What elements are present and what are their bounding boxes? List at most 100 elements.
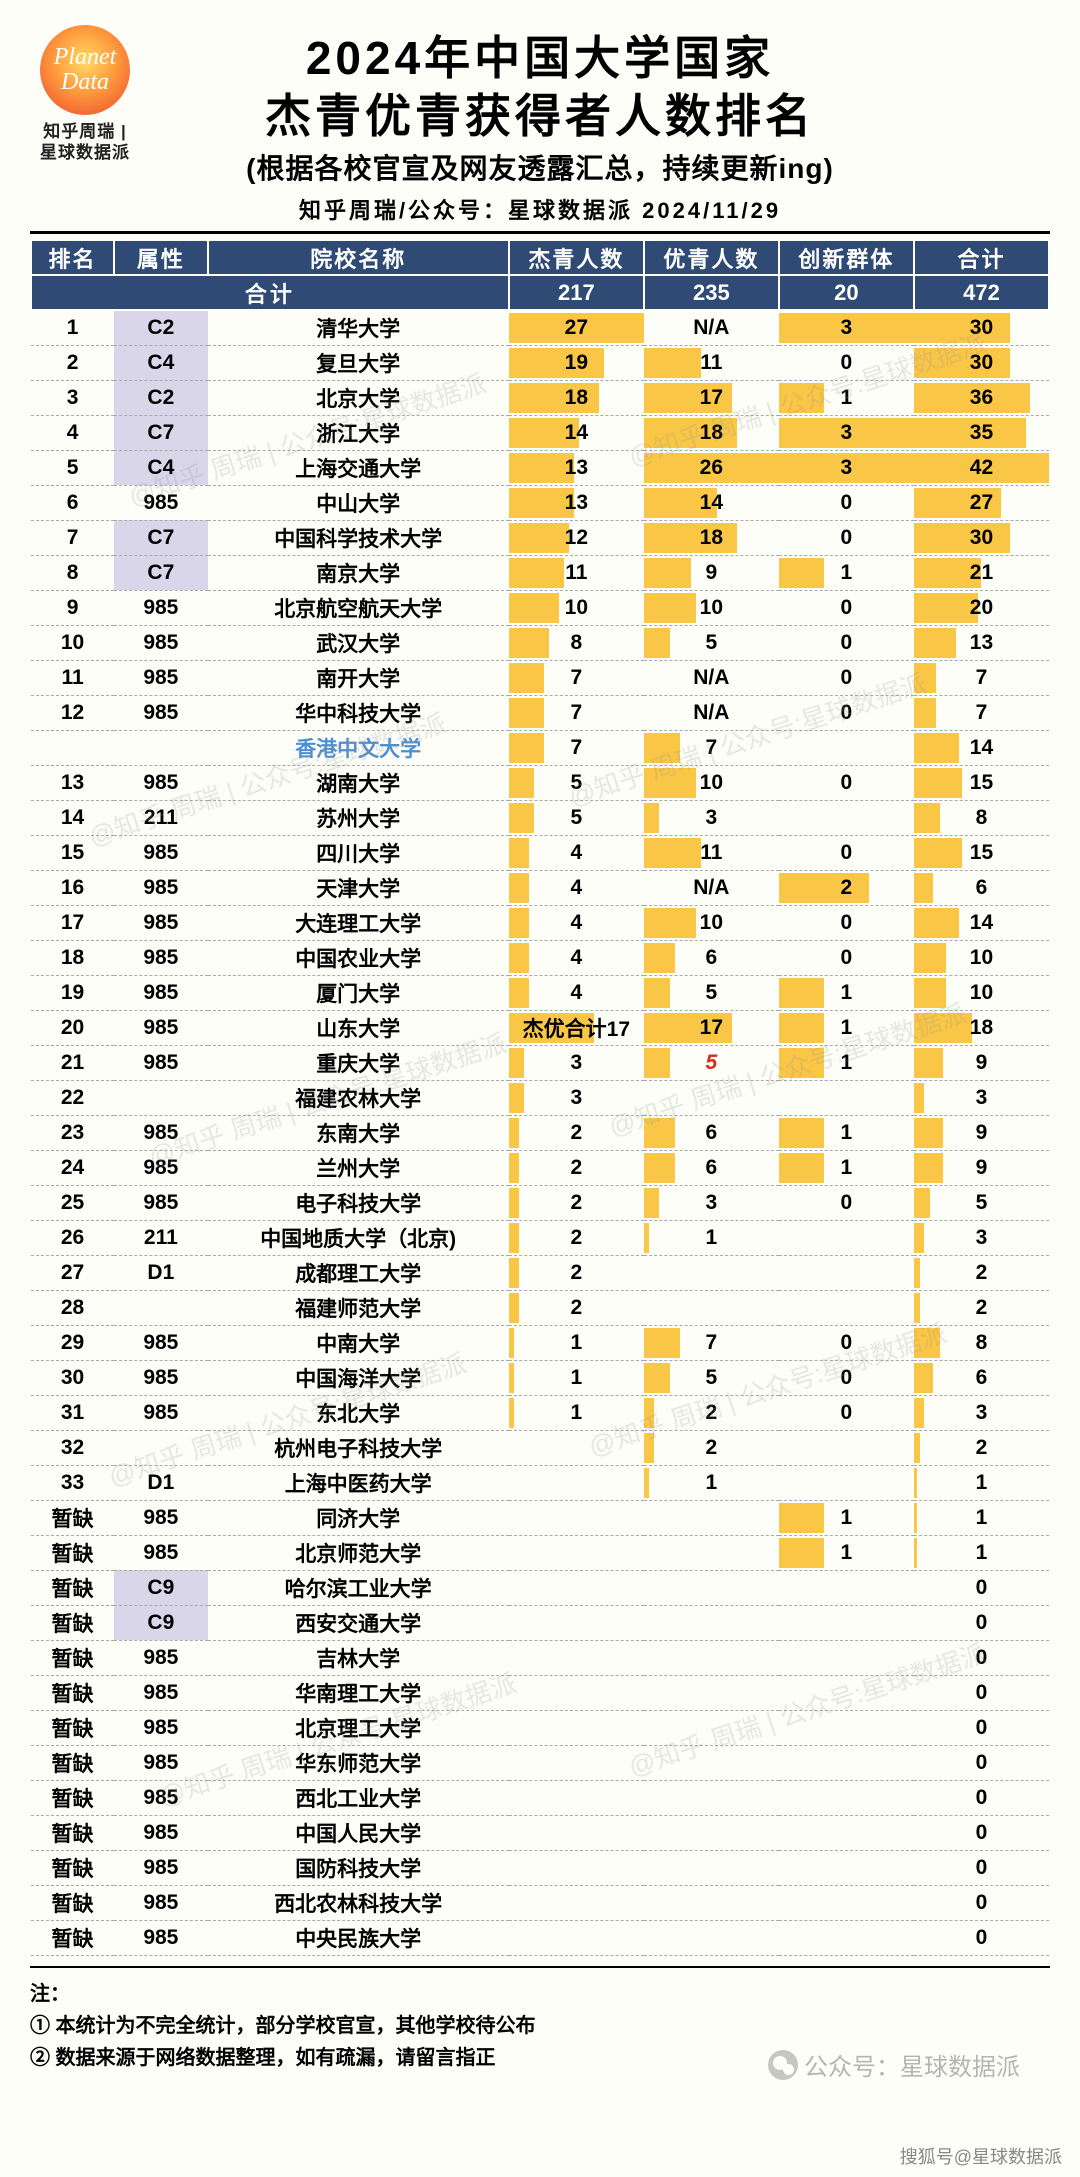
rank-cell: 29 xyxy=(31,1325,114,1360)
rank-cell: 21 xyxy=(31,1045,114,1080)
bar-cell: 1 xyxy=(509,1395,644,1430)
rank-cell: 4 xyxy=(31,415,114,450)
bar-cell: 8 xyxy=(914,1325,1049,1360)
table-row: 5C4上海交通大学1326342 xyxy=(31,450,1049,485)
attr-cell: 985 xyxy=(114,1185,207,1220)
attr-cell: 985 xyxy=(114,1710,207,1745)
bar-cell: 3 xyxy=(644,1185,779,1220)
table-row: 28福建师范大学22 xyxy=(31,1290,1049,1325)
bar-cell: 7 xyxy=(644,730,779,765)
note-1: ① 本统计为不完全统计，部分学校官宣，其他学校待公布 xyxy=(30,2010,1050,2042)
name-cell: 湖南大学 xyxy=(208,765,509,800)
table-row: 29985中南大学1708 xyxy=(31,1325,1049,1360)
logo: Planet Data 知乎周瑞 | 星球数据派 xyxy=(30,25,140,164)
bar-cell: N/A xyxy=(644,870,779,905)
bar-cell xyxy=(509,1675,644,1710)
bar-cell: 2 xyxy=(914,1255,1049,1290)
attr-cell: 985 xyxy=(114,1045,207,1080)
bar-cell: 5 xyxy=(914,1185,1049,1220)
rank-cell: 暂缺 xyxy=(31,1815,114,1850)
name-cell: 吉林大学 xyxy=(208,1640,509,1675)
bar-cell: 0 xyxy=(914,1570,1049,1605)
table-row: 27D1成都理工大学22 xyxy=(31,1255,1049,1290)
name-cell: 天津大学 xyxy=(208,870,509,905)
bar-cell: 2 xyxy=(644,1395,779,1430)
bar-cell: 5 xyxy=(644,975,779,1010)
bar-cell xyxy=(644,1605,779,1640)
bar-cell xyxy=(644,1255,779,1290)
bar-cell: 18 xyxy=(644,415,779,450)
table-row: 暂缺985吉林大学0 xyxy=(31,1640,1049,1675)
name-cell: 山东大学 xyxy=(208,1010,509,1045)
attr-cell: C7 xyxy=(114,415,207,450)
logo-subtitle-1: 知乎周瑞 | xyxy=(30,121,140,142)
rank-cell: 25 xyxy=(31,1185,114,1220)
bar-cell: 5 xyxy=(509,765,644,800)
bar-cell: 4 xyxy=(509,975,644,1010)
totals-label: 合计 xyxy=(31,275,509,310)
name-cell: 兰州大学 xyxy=(208,1150,509,1185)
bar-cell: 14 xyxy=(914,905,1049,940)
col-sum: 合计 xyxy=(914,240,1049,275)
rank-cell: 暂缺 xyxy=(31,1640,114,1675)
table-row: 23985东南大学2619 xyxy=(31,1115,1049,1150)
rank-cell: 31 xyxy=(31,1395,114,1430)
bar-cell: 2 xyxy=(509,1290,644,1325)
table-row: 暂缺985中国人民大学0 xyxy=(31,1815,1049,1850)
bar-cell xyxy=(509,1920,644,1955)
name-cell: 厦门大学 xyxy=(208,975,509,1010)
attr-cell: 985 xyxy=(114,1325,207,1360)
bar-cell: 15 xyxy=(914,765,1049,800)
attr-cell: 985 xyxy=(114,1675,207,1710)
bar-cell: 6 xyxy=(644,940,779,975)
name-cell: 中国地质大学（北京) xyxy=(208,1220,509,1255)
bar-cell: 1 xyxy=(779,975,914,1010)
bar-cell: 1 xyxy=(779,1535,914,1570)
bar-cell: 1 xyxy=(644,1465,779,1500)
attr-cell xyxy=(114,1430,207,1465)
bar-cell: 8 xyxy=(509,625,644,660)
table-row: 20985山东大学杰优合计1717118 xyxy=(31,1010,1049,1045)
bar-cell: 0 xyxy=(779,660,914,695)
rank-cell: 9 xyxy=(31,590,114,625)
rank-cell: 20 xyxy=(31,1010,114,1045)
table-row: 暂缺985国防科技大学0 xyxy=(31,1850,1049,1885)
rank-cell: 2 xyxy=(31,345,114,380)
table-row: 暂缺985西北工业大学0 xyxy=(31,1780,1049,1815)
bar-cell: 7 xyxy=(644,1325,779,1360)
name-cell: 武汉大学 xyxy=(208,625,509,660)
bar-cell: 6 xyxy=(644,1115,779,1150)
rank-cell: 暂缺 xyxy=(31,1675,114,1710)
table-row: 10985武汉大学85013 xyxy=(31,625,1049,660)
table-row: 3C2北京大学1817136 xyxy=(31,380,1049,415)
attr-cell: 985 xyxy=(114,1815,207,1850)
bar-cell: 4 xyxy=(509,870,644,905)
bar-cell: 11 xyxy=(644,345,779,380)
bar-cell: 26 xyxy=(644,450,779,485)
bar-cell: 15 xyxy=(914,835,1049,870)
rank-cell: 暂缺 xyxy=(31,1885,114,1920)
bar-cell xyxy=(644,1080,779,1115)
attr-cell: 985 xyxy=(114,975,207,1010)
bar-cell: 0 xyxy=(914,1850,1049,1885)
table-row: 暂缺C9西安交通大学0 xyxy=(31,1605,1049,1640)
rank-cell: 19 xyxy=(31,975,114,1010)
rank-cell: 暂缺 xyxy=(31,1850,114,1885)
attr-cell: 985 xyxy=(114,905,207,940)
bar-cell: 2 xyxy=(914,1290,1049,1325)
attr-cell: C7 xyxy=(114,555,207,590)
name-cell: 西安交通大学 xyxy=(208,1605,509,1640)
table-row: 2C4复旦大学1911030 xyxy=(31,345,1049,380)
attr-cell: 211 xyxy=(114,800,207,835)
bar-cell: 8 xyxy=(914,800,1049,835)
bar-cell: 3 xyxy=(644,800,779,835)
attr-cell: 985 xyxy=(114,1115,207,1150)
bar-cell: 5 xyxy=(644,1045,779,1080)
bar-cell: 5 xyxy=(644,1360,779,1395)
rank-cell: 6 xyxy=(31,485,114,520)
name-cell: 中山大学 xyxy=(208,485,509,520)
source-tag: 搜狐号@星球数据派 xyxy=(900,2143,1062,2169)
bar-cell: 14 xyxy=(914,730,1049,765)
bar-cell: 5 xyxy=(509,800,644,835)
attr-cell: 985 xyxy=(114,1745,207,1780)
